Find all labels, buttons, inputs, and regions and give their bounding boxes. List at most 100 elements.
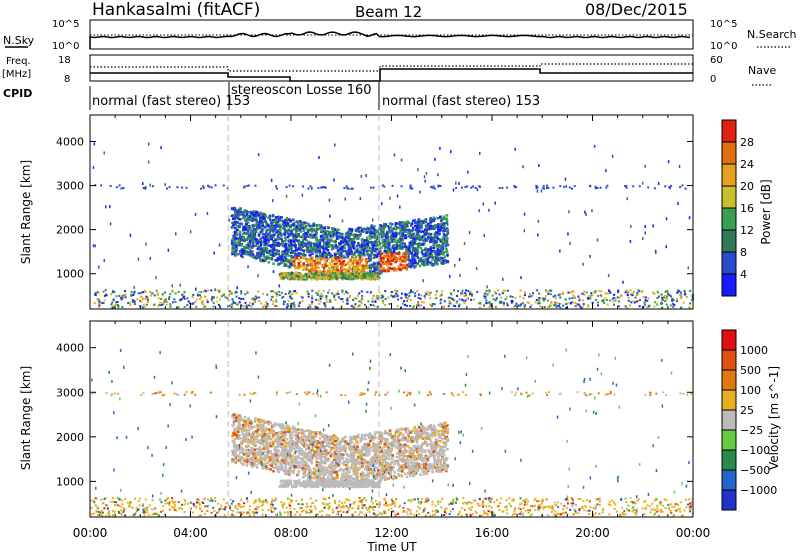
range-time-cell <box>405 258 409 261</box>
colorbar-swatch <box>722 274 736 297</box>
range-time-cell <box>285 219 289 223</box>
range-time-cell <box>276 187 278 190</box>
range-time-cell <box>114 304 117 306</box>
colorbar-tick-label: 16 <box>740 202 754 215</box>
range-time-cell <box>263 451 266 454</box>
range-time-cell <box>163 298 166 301</box>
range-time-cell <box>203 305 206 308</box>
range-time-cell <box>399 428 402 431</box>
range-time-cell <box>348 238 351 241</box>
range-time-cell <box>122 297 125 299</box>
range-time-cell <box>444 261 447 264</box>
range-time-cell <box>375 297 378 300</box>
range-time-cell <box>324 229 328 233</box>
range-time-cell <box>469 290 472 293</box>
range-time-cell <box>236 225 239 228</box>
range-time-cell <box>426 290 429 293</box>
range-time-cell <box>625 289 628 292</box>
range-time-cell <box>329 300 332 303</box>
range-time-cell <box>339 234 343 238</box>
range-time-cell <box>405 250 408 253</box>
range-time-cell <box>306 230 310 234</box>
range-time-cell <box>312 266 315 269</box>
range-time-cell <box>446 232 450 235</box>
range-time-cell <box>417 242 420 246</box>
range-time-cell <box>327 226 331 230</box>
range-time-cell <box>228 304 231 307</box>
range-time-cell <box>408 295 411 297</box>
range-time-cell <box>338 270 341 273</box>
range-time-cell <box>638 299 641 301</box>
y-tick-label: 3000 <box>56 180 84 193</box>
range-time-cell <box>376 467 380 470</box>
range-time-cell <box>325 254 328 257</box>
range-time-cell <box>383 185 386 188</box>
range-time-cell <box>358 234 361 237</box>
range-time-cell <box>371 270 375 274</box>
range-time-cell <box>604 292 607 295</box>
range-time-cell <box>396 252 399 255</box>
range-time-cell <box>437 259 440 262</box>
range-time-cell <box>431 225 435 228</box>
range-time-cell <box>668 294 671 297</box>
range-time-cell <box>434 225 437 229</box>
range-time-cell <box>278 284 281 288</box>
range-time-cell <box>488 208 490 212</box>
range-time-cell <box>542 185 545 188</box>
range-time-cell <box>429 247 433 250</box>
range-time-cell <box>523 291 526 294</box>
range-time-cell <box>146 296 149 299</box>
range-time-cell <box>304 227 307 230</box>
range-time-cell <box>682 301 685 304</box>
range-time-cell <box>262 252 265 255</box>
range-time-cell <box>536 189 539 193</box>
range-time-cell <box>369 255 372 259</box>
range-time-cell <box>466 297 469 300</box>
range-time-cell <box>606 292 609 295</box>
range-time-cell <box>407 258 411 261</box>
range-time-cell <box>426 227 429 230</box>
range-time-cell <box>387 466 390 469</box>
range-time-cell <box>411 249 415 252</box>
range-time-cell <box>331 277 334 281</box>
range-time-cell <box>233 239 236 242</box>
range-time-cell <box>383 223 386 226</box>
range-time-cell <box>350 255 354 259</box>
range-time-cell <box>280 256 283 260</box>
range-time-cell <box>142 291 145 294</box>
range-time-cell <box>366 264 369 268</box>
range-time-cell <box>331 270 334 273</box>
range-time-cell <box>365 231 368 234</box>
range-time-cell <box>513 305 516 308</box>
range-time-cell <box>449 296 452 299</box>
range-time-cell <box>373 267 376 270</box>
range-time-cell <box>259 426 262 429</box>
range-time-cell <box>302 262 305 265</box>
range-time-cell <box>317 266 320 270</box>
range-time-cell <box>376 242 379 245</box>
range-time-cell <box>326 276 329 279</box>
range-time-cell <box>315 277 319 280</box>
range-time-cell <box>439 239 441 243</box>
range-time-cell <box>346 255 350 258</box>
range-time-cell <box>449 302 452 305</box>
range-time-cell <box>431 264 434 267</box>
range-time-cell <box>327 242 330 246</box>
range-time-cell <box>424 254 428 257</box>
range-time-cell <box>259 259 262 263</box>
range-time-cell <box>367 300 370 303</box>
range-time-cell <box>379 226 382 229</box>
range-time-cell <box>409 187 412 190</box>
range-time-cell <box>295 271 299 275</box>
range-time-cell <box>177 290 180 293</box>
range-time-cell <box>405 463 409 467</box>
range-time-cell <box>241 232 245 236</box>
range-time-cell <box>231 250 234 254</box>
range-time-cell <box>322 270 325 273</box>
range-time-cell <box>400 266 403 270</box>
range-time-cell <box>255 218 258 222</box>
range-time-cell <box>453 289 455 292</box>
range-time-cell <box>389 260 392 264</box>
range-time-cell <box>669 295 672 298</box>
range-time-cell <box>478 209 481 213</box>
